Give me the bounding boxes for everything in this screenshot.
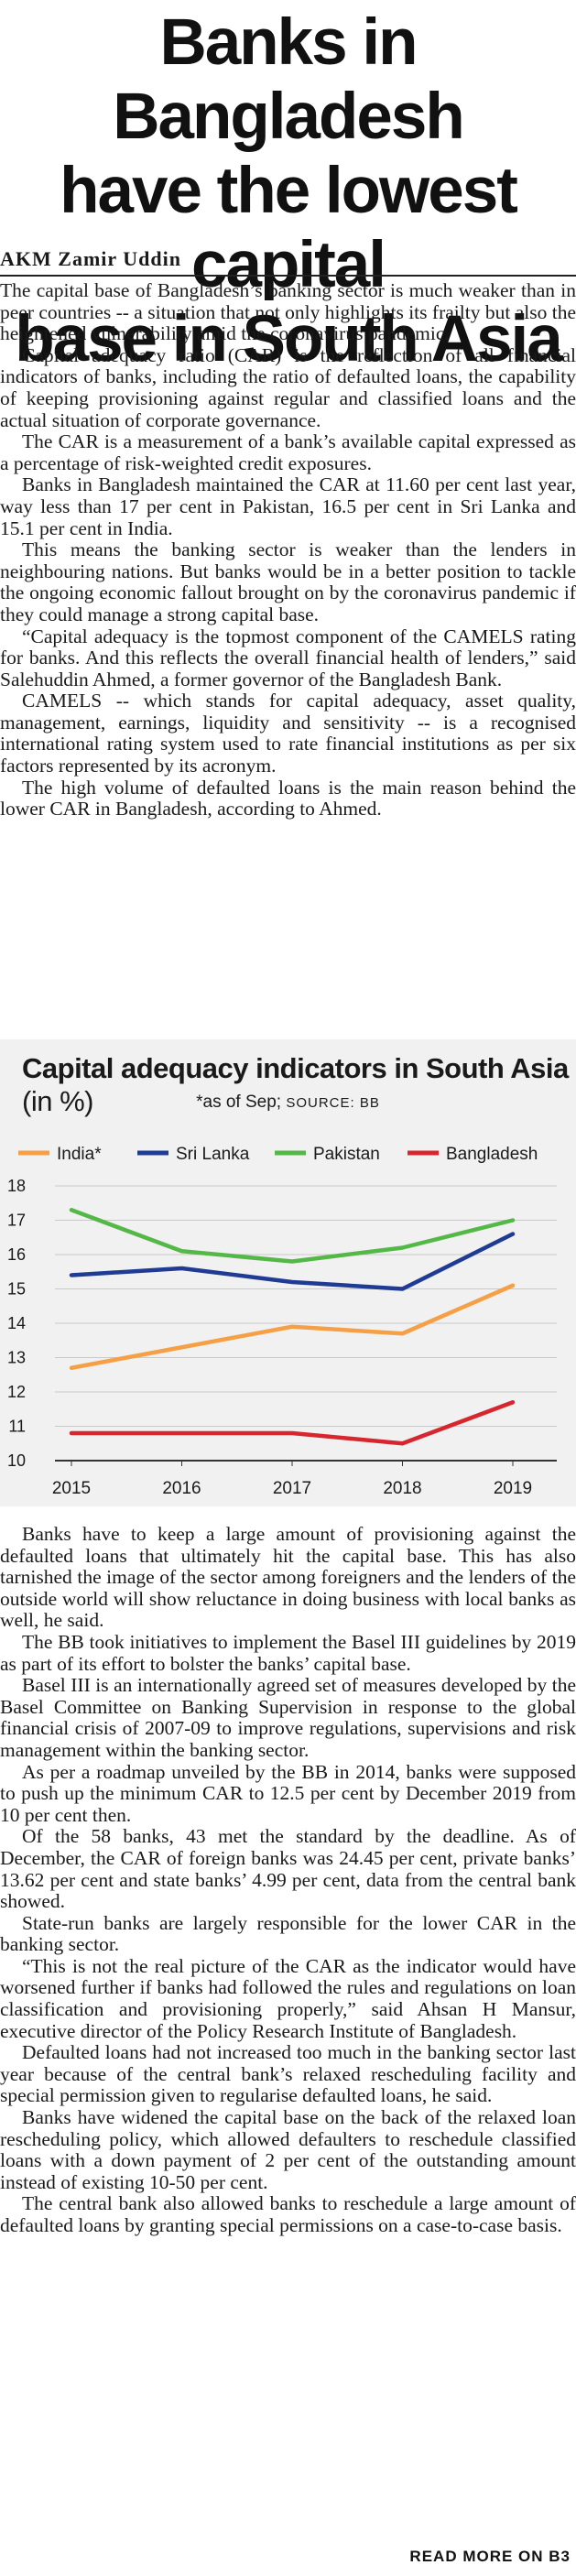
paragraph: The CAR is a measurement of a bank’s ava… bbox=[0, 430, 576, 474]
x-tick-label: 2016 bbox=[162, 1479, 201, 1498]
paragraph: “Capital adequacy is the topmost compone… bbox=[0, 625, 576, 690]
y-tick-label: 11 bbox=[8, 1418, 26, 1436]
y-tick-label: 10 bbox=[7, 1451, 26, 1470]
x-tick-label: 2015 bbox=[52, 1479, 91, 1498]
chart-title-unit: (in %) bbox=[22, 1085, 93, 1117]
x-axis: 2015 2016 2017 2018 2019 bbox=[52, 1461, 532, 1498]
paragraph: This means the banking sector is weaker … bbox=[0, 538, 576, 625]
headline-line: have the lowest capital bbox=[60, 155, 518, 301]
paragraph: Banks in Bangladesh maintained the CAR a… bbox=[0, 473, 576, 539]
series-line-india bbox=[69, 1283, 516, 1370]
x-tick-label: 2019 bbox=[494, 1479, 532, 1498]
chart-grid: 18 17 16 15 14 13 12 11 10 bbox=[7, 1177, 557, 1470]
legend-label: Bangladesh bbox=[446, 1145, 538, 1164]
paragraph: Capital adequacy ratio (CAR) is the refl… bbox=[0, 343, 576, 431]
x-tick-label: 2017 bbox=[273, 1479, 311, 1498]
series-line-pakistan bbox=[69, 1208, 516, 1264]
paragraph: CAMELS -- which stands for capital adequ… bbox=[0, 690, 576, 777]
paragraph: The BB took initiatives to implement the… bbox=[0, 1630, 576, 1675]
headline: Banks in Bangladesh have the lowest capi… bbox=[0, 5, 576, 376]
read-more-link[interactable]: READ MORE ON B3 bbox=[409, 2548, 571, 2565]
y-tick-label: 17 bbox=[7, 1212, 26, 1230]
paragraph: The high volume of defaulted loans is th… bbox=[0, 776, 576, 821]
y-tick-label: 12 bbox=[7, 1383, 26, 1401]
y-tick-label: 13 bbox=[7, 1349, 26, 1367]
chart-note: *as of Sep; SOURCE: BB bbox=[0, 1092, 576, 1113]
article-body-bottom: Banks have to keep a large amount of pro… bbox=[0, 1523, 576, 2237]
chart-note-text: *as of Sep; bbox=[196, 1092, 282, 1112]
y-tick-label: 14 bbox=[7, 1314, 26, 1332]
chart-series bbox=[69, 1208, 516, 1446]
paragraph: Basel III is an internationally agreed s… bbox=[0, 1674, 576, 1761]
series-line-bangladesh bbox=[69, 1400, 516, 1446]
headline-line: base in South Asia bbox=[15, 303, 563, 375]
y-tick-label: 15 bbox=[7, 1280, 26, 1299]
legend-label: Sri Lanka bbox=[176, 1145, 250, 1164]
paragraph: The central bank also allowed banks to r… bbox=[0, 2192, 576, 2236]
series-line-srilanka bbox=[69, 1232, 516, 1291]
legend-label: India* bbox=[57, 1145, 102, 1164]
paragraph: Banks have widened the capital base on t… bbox=[0, 2106, 576, 2193]
paragraph: Banks have to keep a large amount of pro… bbox=[0, 1523, 576, 1632]
paragraph: As per a roadmap unveiled by the BB in 2… bbox=[0, 1760, 576, 1826]
x-tick-label: 2018 bbox=[383, 1479, 421, 1498]
paragraph: The capital base of Bangladesh’s banking… bbox=[0, 279, 576, 345]
article-body-top: The capital base of Bangladesh’s banking… bbox=[0, 279, 576, 821]
paragraph: State-run banks are largely responsible … bbox=[0, 1911, 576, 1956]
chart-title: Capital adequacy indicators in South Asi… bbox=[22, 1052, 571, 1118]
paragraph: Defaulted loans had not increased too mu… bbox=[0, 2041, 576, 2107]
chart-panel: Capital adequacy indicators in South Asi… bbox=[0, 1039, 576, 1506]
chart-title-text: Capital adequacy indicators in South Asi… bbox=[22, 1052, 569, 1084]
chart-source: SOURCE: BB bbox=[286, 1095, 380, 1111]
legend-label: Pakistan bbox=[313, 1145, 380, 1164]
paragraph: “This is not the real picture of the CAR… bbox=[0, 1954, 576, 2042]
line-chart: India* Sri Lanka Pakistan Bangladesh 18 17 16… bbox=[7, 1145, 557, 1498]
byline-divider bbox=[0, 275, 576, 277]
paragraph: Of the 58 banks, 43 met the standard by … bbox=[0, 1825, 576, 1913]
y-tick-label: 18 bbox=[7, 1177, 26, 1195]
y-tick-label: 16 bbox=[7, 1245, 26, 1264]
byline: AKM Zamir Uddin bbox=[0, 247, 181, 270]
chart-legend: India* Sri Lanka Pakistan Bangladesh bbox=[18, 1145, 538, 1164]
headline-line: Banks in Bangladesh bbox=[113, 6, 464, 153]
